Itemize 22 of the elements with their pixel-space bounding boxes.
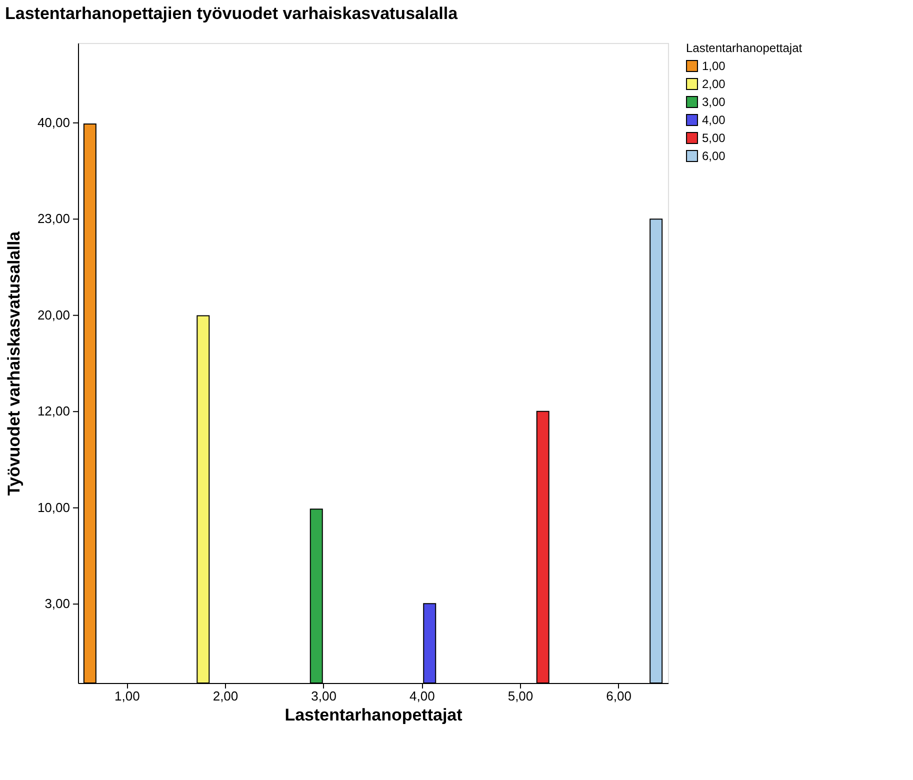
y-axis-title: Työvuodet varhaiskasvatusalalla: [4, 230, 24, 496]
legend-label: 5,00: [702, 131, 726, 145]
legend-label: 6,00: [702, 149, 726, 163]
legend-label: 1,00: [702, 59, 726, 73]
x-tick-label: 6,00: [606, 688, 632, 704]
text: 40,00: [37, 114, 70, 130]
text: 23,00: [37, 211, 70, 226]
x-tick-label: 2,00: [212, 688, 238, 704]
legend-title: Lastentarhanopettajat: [686, 41, 803, 55]
text: 12,00: [37, 404, 70, 419]
legend-label: 2,00: [702, 77, 726, 91]
x-axis-title: Lastentarhanopettajat: [284, 706, 463, 724]
x-tick-label: 3,00: [311, 688, 336, 704]
x-tick-label: 5,00: [508, 688, 534, 704]
text: 20,00: [37, 307, 70, 322]
legend-label: 4,00: [702, 113, 726, 127]
legend-label: 3,00: [702, 95, 726, 109]
x-tick-label: 1,00: [114, 688, 140, 704]
x-tick-label: 4,00: [410, 688, 435, 704]
text: 10,00: [37, 500, 70, 515]
text: 3,00: [44, 596, 70, 612]
chart-title: Lastentarhanopettajien työvuodet varhaiskasvatusalalla: [5, 4, 458, 23]
